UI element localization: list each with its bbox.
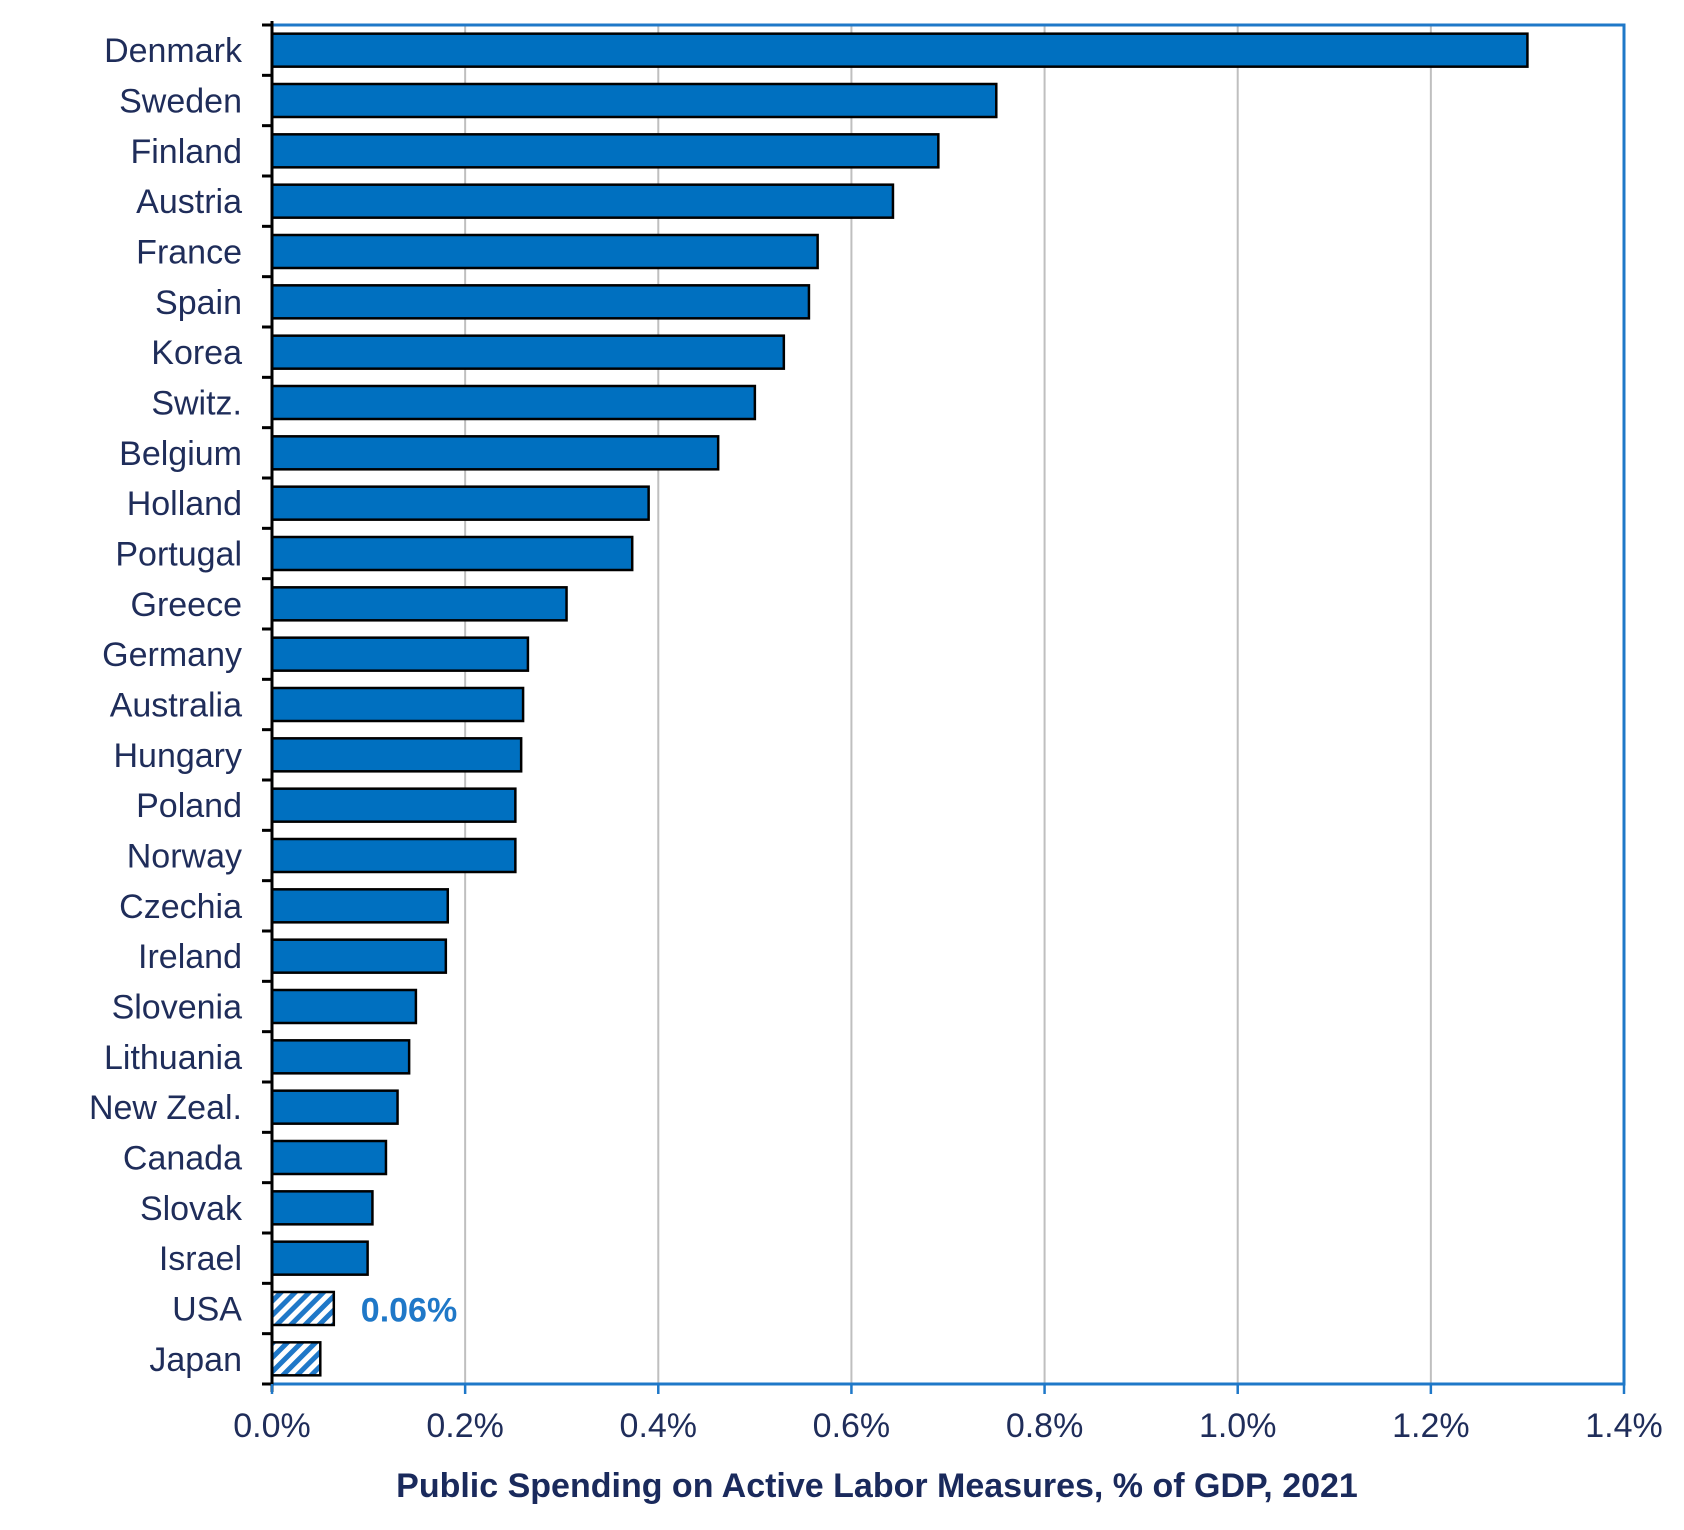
- annotation-usa: 0.06%: [361, 1292, 457, 1330]
- category-label-korea: Korea: [151, 334, 242, 372]
- x-tick-label-7: 1.4%: [1585, 1407, 1663, 1445]
- bar-france: [270, 233, 819, 270]
- bar-norway: [270, 837, 517, 874]
- bar-denmark: [270, 32, 1529, 68]
- annotations: 0.06%: [361, 1292, 457, 1330]
- category-label-spain: Spain: [155, 284, 242, 322]
- bar-hungary: [270, 737, 523, 773]
- category-label-portugal: Portugal: [115, 536, 242, 574]
- bar-canada: [270, 1139, 388, 1176]
- bars: [270, 32, 1529, 1377]
- bar-greece: [270, 586, 568, 622]
- bar-korea: [270, 334, 786, 370]
- x-tick-label-6: 1.2%: [1392, 1407, 1470, 1445]
- category-label-australia: Australia: [110, 687, 242, 725]
- category-label-israel: Israel: [159, 1240, 242, 1278]
- category-label-usa: USA: [172, 1291, 242, 1329]
- x-tick-labels: 0.0% 0.2% 0.4% 0.6% 0.8% 1.0% 1.2% 1.4%: [233, 1384, 1663, 1445]
- bar-japan: [270, 1341, 322, 1377]
- grid-lines: [464, 25, 1432, 1384]
- category-label-slovenia: Slovenia: [112, 989, 243, 1027]
- x-tick-label-4: 0.8%: [1006, 1407, 1084, 1445]
- category-label-norway: Norway: [127, 838, 242, 876]
- x-tick-label-0: 0.0%: [233, 1407, 311, 1445]
- bar-usa: [270, 1290, 336, 1327]
- category-label-czechia: Czechia: [119, 888, 242, 926]
- bar-austria: [270, 183, 895, 219]
- category-label-belgium: Belgium: [119, 435, 242, 473]
- category-label-lithuania: Lithuania: [104, 1039, 242, 1077]
- category-label-denmark: Denmark: [104, 32, 243, 70]
- category-label-canada: Canada: [123, 1140, 242, 1178]
- bar-portugal: [270, 535, 634, 572]
- bar-poland: [270, 787, 517, 823]
- bar-spain: [270, 284, 811, 320]
- x-axis-title: Public Spending on Active Labor Measures…: [396, 1467, 1358, 1505]
- bar-sweden: [270, 82, 998, 119]
- category-label-france: France: [136, 234, 242, 272]
- bar-israel: [270, 1240, 369, 1276]
- x-tick-label-5: 1.0%: [1199, 1407, 1277, 1445]
- bar-new-zeal: [270, 1089, 399, 1125]
- category-label-sweden: Sweden: [119, 83, 242, 121]
- category-label-hungary: Hungary: [113, 737, 242, 775]
- bar-czechia: [270, 888, 450, 924]
- category-label-ireland: Ireland: [138, 938, 242, 976]
- category-label-new-zeal: New Zeal.: [89, 1089, 242, 1127]
- category-label-slovak: Slovak: [140, 1190, 243, 1228]
- bar-slovak: [270, 1190, 374, 1226]
- y-axis: [262, 21, 274, 1392]
- bar-lithuania: [270, 1039, 411, 1075]
- bar-switz: [270, 384, 757, 421]
- category-label-holland: Holland: [127, 485, 242, 523]
- category-label-germany: Germany: [102, 636, 242, 674]
- category-label-austria: Austria: [136, 183, 242, 221]
- bar-ireland: [270, 938, 448, 974]
- category-label-greece: Greece: [131, 586, 243, 624]
- bar-holland: [270, 485, 650, 521]
- bar-belgium: [270, 435, 720, 471]
- category-label-switz: Switz.: [151, 385, 242, 423]
- bar-slovenia: [270, 988, 418, 1025]
- category-labels: Denmark Sweden Finland Austria France Spain Ko…: [89, 32, 243, 1379]
- bar-finland: [270, 133, 940, 169]
- x-tick-label-2: 0.4%: [620, 1407, 698, 1445]
- category-label-japan: Japan: [149, 1341, 242, 1379]
- bar-germany: [270, 636, 530, 672]
- bar-australia: [270, 686, 525, 723]
- x-tick-label-3: 0.6%: [813, 1407, 891, 1445]
- x-tick-label-1: 0.2%: [426, 1407, 504, 1445]
- category-label-poland: Poland: [136, 787, 242, 825]
- category-label-finland: Finland: [130, 133, 242, 171]
